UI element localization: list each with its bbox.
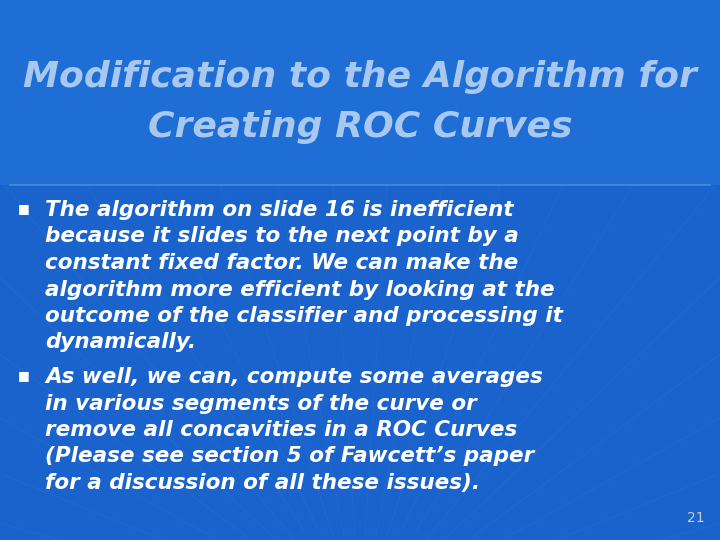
Text: constant fixed factor. We can make the: constant fixed factor. We can make the [45,253,518,273]
Text: Creating ROC Curves: Creating ROC Curves [148,110,572,144]
Text: Modification to the Algorithm for: Modification to the Algorithm for [23,60,697,94]
Text: 21: 21 [688,511,705,525]
Text: ■: ■ [18,369,30,382]
Text: for a discussion of all these issues).: for a discussion of all these issues). [45,473,480,493]
Text: ■: ■ [18,202,30,215]
Text: dynamically.: dynamically. [45,333,196,353]
FancyBboxPatch shape [0,0,720,185]
Text: As well, we can, compute some averages: As well, we can, compute some averages [45,367,543,387]
Text: remove all concavities in a ROC Curves: remove all concavities in a ROC Curves [45,420,517,440]
Text: because it slides to the next point by a: because it slides to the next point by a [45,226,518,246]
Text: outcome of the classifier and processing it: outcome of the classifier and processing… [45,306,563,326]
Text: in various segments of the curve or: in various segments of the curve or [45,394,477,414]
Text: The algorithm on slide 16 is inefficient: The algorithm on slide 16 is inefficient [45,200,513,220]
Text: algorithm more efficient by looking at the: algorithm more efficient by looking at t… [45,280,554,300]
Text: (Please see section 5 of Fawcett’s paper: (Please see section 5 of Fawcett’s paper [45,447,534,467]
